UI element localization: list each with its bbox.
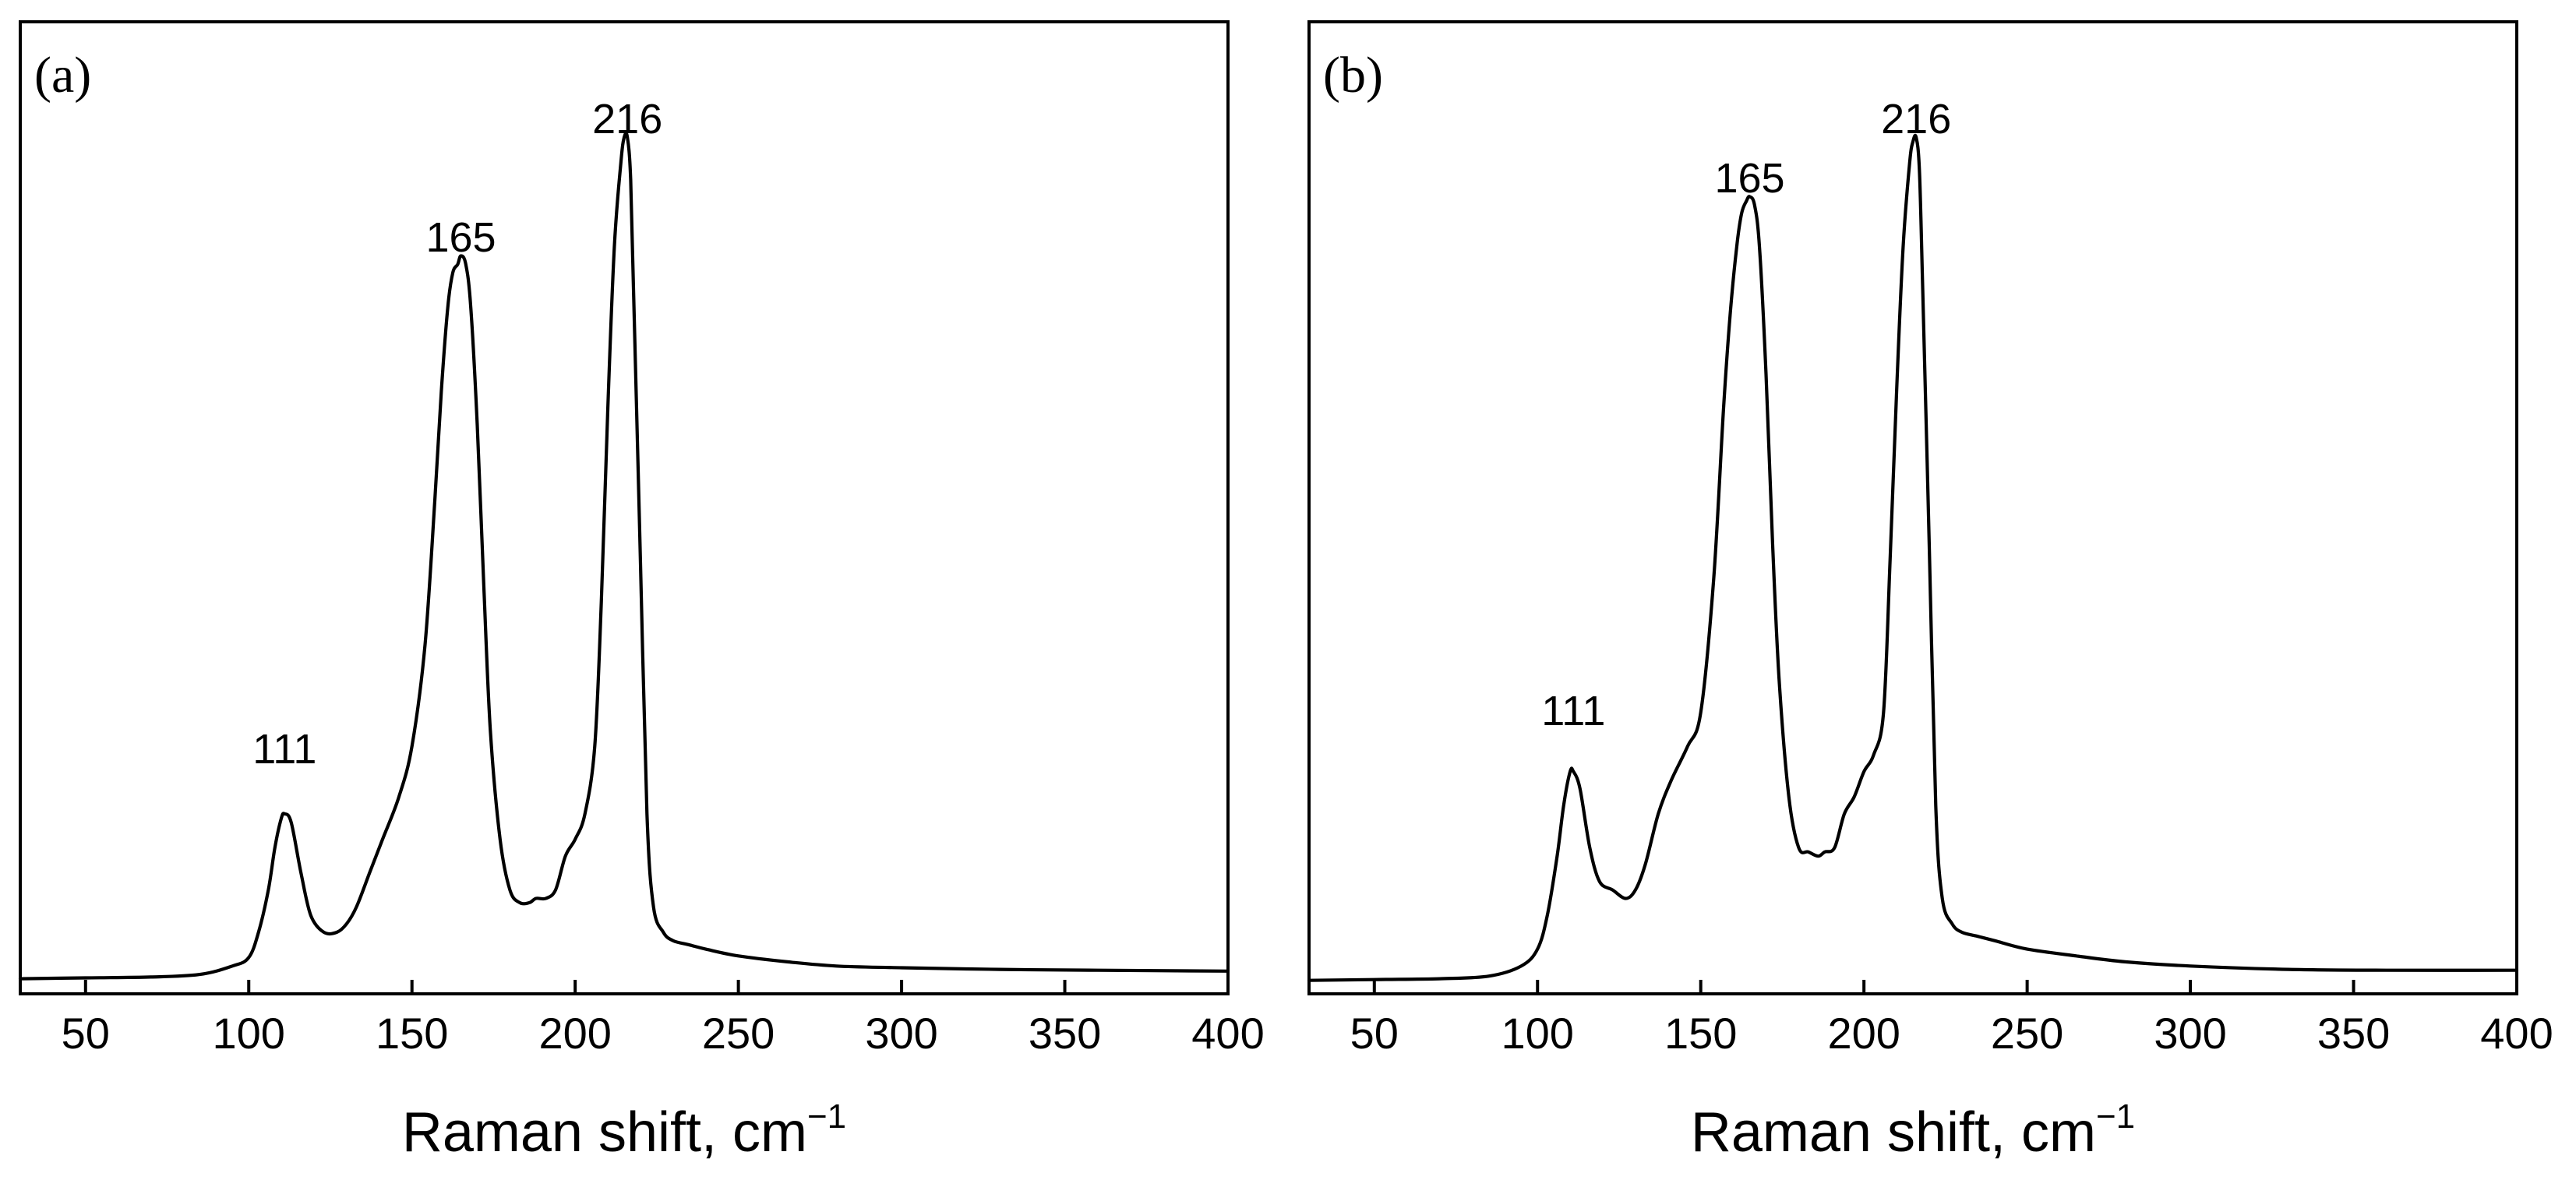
peak-label-111: 111 (252, 726, 316, 773)
panel-label-a: (a) (34, 47, 91, 104)
x-tick-label-50: 50 (1350, 1009, 1399, 1058)
plot-frame-a (19, 20, 1230, 995)
x-tick-label-150: 150 (1664, 1009, 1737, 1058)
panel-b: 50 100 150 200 250 300 350 400 111 165 216 (b) Ra… (1307, 20, 2553, 1164)
x-tick-label-150: 150 (376, 1009, 448, 1058)
x-tick-label-200: 200 (1827, 1009, 1900, 1058)
x-tick-label-350: 350 (2317, 1009, 2390, 1058)
peak-label-165: 165 (425, 214, 496, 261)
peak-labels-b: 111 165 216 (1541, 96, 1951, 734)
spectrum-line-a (18, 132, 1230, 981)
x-tick-label-400: 400 (2480, 1009, 2553, 1058)
x-axis-title-b: Raman shift, cm−1 (1691, 1097, 2135, 1164)
x-tick-label-400: 400 (1191, 1009, 1264, 1058)
panel-label-b: (b) (1323, 47, 1383, 104)
x-tick-label-350: 350 (1029, 1009, 1101, 1058)
x-tick-label-300: 300 (2154, 1009, 2226, 1058)
plot-frame-b (1307, 20, 2518, 995)
x-tick-label-50: 50 (62, 1009, 110, 1058)
x-axis-title-a: Raman shift, cm−1 (402, 1097, 846, 1164)
peak-label-216: 216 (1881, 96, 1951, 143)
x-tick-label-200: 200 (538, 1009, 611, 1058)
x-tick-label-100: 100 (1501, 1009, 1574, 1058)
x-axis-tick-labels-b: 50 100 150 200 250 300 350 400 (1350, 1009, 2553, 1058)
peak-label-111: 111 (1541, 688, 1605, 734)
spectrum-line-b (1307, 133, 2519, 982)
peak-label-165: 165 (1714, 155, 1784, 202)
peak-label-216: 216 (592, 96, 662, 143)
x-tick-label-300: 300 (865, 1009, 937, 1058)
x-axis-ticks-b (1372, 980, 2518, 994)
peak-labels-a: 111 165 216 (252, 96, 662, 773)
x-axis-ticks-a (83, 980, 1230, 994)
x-tick-label-100: 100 (213, 1009, 285, 1058)
x-axis-tick-labels-a: 50 100 150 200 250 300 350 400 (62, 1009, 1265, 1058)
x-tick-label-250: 250 (702, 1009, 775, 1058)
x-tick-label-250: 250 (1991, 1009, 2063, 1058)
panel-a: 50 100 150 200 250 300 350 400 111 165 216 (a) Ra… (18, 20, 1265, 1164)
